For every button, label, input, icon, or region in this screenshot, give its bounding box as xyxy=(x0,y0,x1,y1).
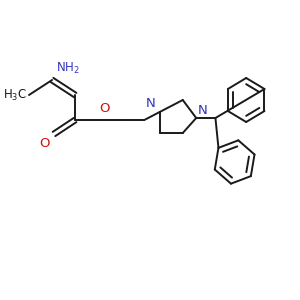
Text: O: O xyxy=(40,137,50,150)
Text: N: N xyxy=(198,104,208,117)
Text: O: O xyxy=(99,102,110,115)
Text: N: N xyxy=(146,97,156,110)
Text: H$_3$C: H$_3$C xyxy=(3,87,27,103)
Text: NH$_2$: NH$_2$ xyxy=(56,61,80,76)
